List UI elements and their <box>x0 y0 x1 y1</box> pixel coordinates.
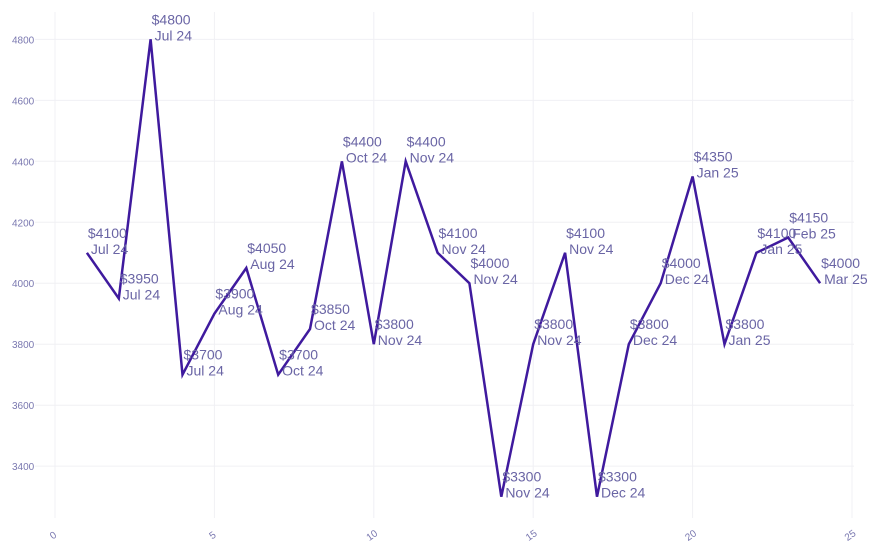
price-label: $4100 <box>88 225 127 241</box>
data-point <box>117 296 121 300</box>
month-label: Nov 24 <box>378 332 423 348</box>
price-label: $4400 <box>343 133 382 149</box>
month-label: Nov 24 <box>569 241 614 257</box>
price-label: $4050 <box>247 240 286 256</box>
data-point <box>659 281 663 285</box>
data-point <box>436 251 440 255</box>
data-point <box>276 373 280 377</box>
price-label: $3950 <box>120 270 159 286</box>
grid-lines <box>35 12 854 518</box>
x-tick-label: 0 <box>48 530 59 542</box>
x-tick-label: 25 <box>843 528 859 544</box>
price-label: $3800 <box>534 316 573 332</box>
price-label: $4150 <box>789 210 828 226</box>
data-point <box>149 37 153 41</box>
data-point <box>340 159 344 163</box>
data-point <box>722 342 726 346</box>
data-point <box>531 342 535 346</box>
x-tick-label: 20 <box>683 528 699 544</box>
data-point <box>372 342 376 346</box>
x-tick-label: 10 <box>365 528 381 544</box>
month-label: Oct 24 <box>282 363 323 379</box>
month-label: Jul 24 <box>91 241 129 257</box>
x-tick-label: 5 <box>208 530 219 542</box>
data-point <box>627 342 631 346</box>
y-tick-label: 4600 <box>12 96 35 107</box>
data-point <box>563 251 567 255</box>
month-label: Dec 24 <box>665 271 710 287</box>
month-label: Jul 24 <box>155 27 193 43</box>
x-tick-label: 15 <box>524 528 540 544</box>
month-label: Mar 25 <box>824 271 868 287</box>
series-line <box>85 39 822 497</box>
y-tick-label: 3600 <box>12 401 35 412</box>
data-point <box>691 175 695 179</box>
data-point <box>404 159 408 163</box>
price-label: $3900 <box>215 286 254 302</box>
data-point <box>308 327 312 331</box>
data-point <box>595 495 599 499</box>
month-label: Jul 24 <box>187 363 225 379</box>
month-label: Jan 25 <box>728 332 770 348</box>
price-label: $3800 <box>725 316 764 332</box>
month-label: Nov 24 <box>473 271 518 287</box>
data-point <box>244 266 248 270</box>
price-label: $3300 <box>598 469 637 485</box>
price-label: $3700 <box>279 347 318 363</box>
price-label: $4100 <box>566 225 605 241</box>
price-label: $4800 <box>152 11 191 27</box>
month-label: Nov 24 <box>505 485 550 501</box>
price-label: $4100 <box>757 225 796 241</box>
month-label: Nov 24 <box>537 332 582 348</box>
price-label: $4100 <box>439 225 478 241</box>
month-label: Oct 24 <box>314 317 355 333</box>
price-label: $4000 <box>821 255 860 271</box>
data-point <box>181 373 185 377</box>
month-label: Nov 24 <box>442 241 487 257</box>
data-point <box>754 251 758 255</box>
price-label: $3800 <box>375 316 414 332</box>
data-point <box>85 251 89 255</box>
data-point <box>818 281 822 285</box>
data-point <box>499 495 503 499</box>
y-tick-label: 4200 <box>12 218 35 229</box>
data-point <box>212 312 216 316</box>
month-label: Feb 25 <box>792 226 836 242</box>
price-label: $4400 <box>407 133 446 149</box>
price-label: $3850 <box>311 301 350 317</box>
price-label: $4350 <box>694 149 733 165</box>
month-label: Jul 24 <box>123 286 161 302</box>
month-label: Dec 24 <box>601 485 646 501</box>
month-label: Jan 25 <box>697 165 739 181</box>
y-tick-label: 3800 <box>12 340 35 351</box>
price-label: $3800 <box>630 316 669 332</box>
month-label: Jan 25 <box>760 241 802 257</box>
y-tick-label: 4800 <box>12 35 35 46</box>
price-label: $3300 <box>502 469 541 485</box>
month-label: Aug 24 <box>250 256 295 272</box>
month-label: Aug 24 <box>218 302 263 318</box>
month-label: Nov 24 <box>410 149 455 165</box>
price-label: $4000 <box>662 255 701 271</box>
y-tick-label: 3400 <box>12 462 35 473</box>
month-label: Oct 24 <box>346 149 387 165</box>
y-tick-label: 4000 <box>12 279 35 290</box>
data-point <box>467 281 471 285</box>
price-label: $4000 <box>470 255 509 271</box>
y-tick-label: 4400 <box>12 157 35 168</box>
month-label: Dec 24 <box>633 332 678 348</box>
series-layer <box>85 37 822 499</box>
price-label: $3700 <box>184 347 223 363</box>
